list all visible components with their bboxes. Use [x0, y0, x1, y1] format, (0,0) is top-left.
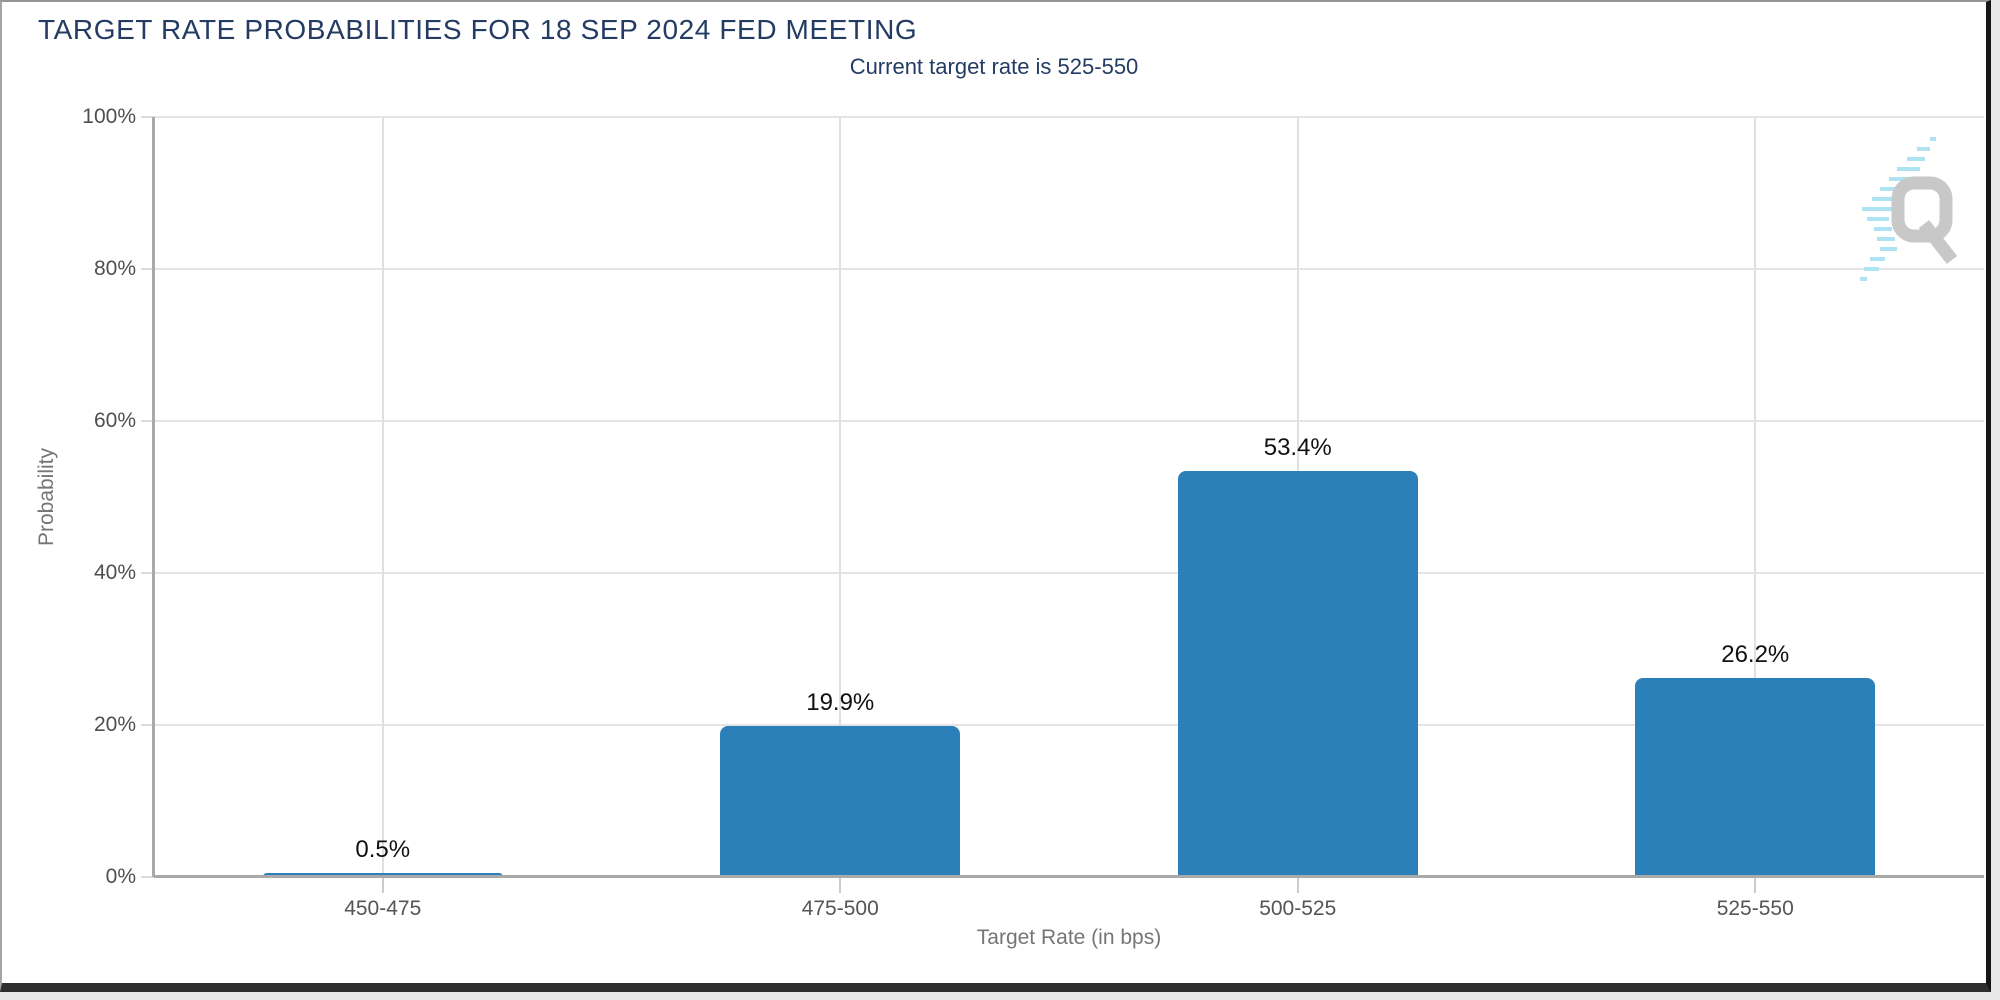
bar-value-label: 0.5%	[355, 836, 411, 863]
y-axis-tick	[141, 116, 154, 118]
x-axis-tick	[381, 878, 384, 893]
chart-area: 0% 20% 40% 60% 80% 100% 450-475 0.5% 475-500 19.9…	[82, 105, 1984, 920]
v-gridline	[839, 117, 842, 877]
x-axis-tick	[1754, 878, 1757, 893]
chart-subtitle: Current target rate is 525-550	[849, 54, 1139, 79]
x-tick-label: 500-525	[1259, 897, 1337, 920]
q-watermark-logo	[1860, 137, 1958, 281]
y-axis-title-wrap: Probability	[32, 382, 62, 612]
x-axis-title: Target Rate (in bps)	[976, 926, 1162, 949]
x-tick-label: 475-500	[801, 897, 879, 920]
y-axis-tick	[141, 572, 154, 574]
bar-500-525	[1177, 471, 1418, 877]
y-tick-label: 80%	[93, 257, 136, 280]
h-gridline	[154, 724, 1984, 726]
y-axis-title: Probability	[35, 447, 58, 547]
v-gridline	[381, 117, 384, 877]
q-logo-stripes	[1860, 137, 1936, 281]
bar-value-label: 19.9%	[806, 688, 875, 716]
x-axis-tick	[1296, 878, 1299, 893]
h-gridline	[154, 268, 1984, 270]
y-axis-tick	[141, 724, 154, 726]
page-title: TARGET RATE PROBABILITIES FOR 18 SEP 202…	[38, 14, 918, 45]
v-gridline	[1754, 117, 1757, 877]
x-tick-label: 450-475	[344, 897, 422, 920]
bar-value-label: 26.2%	[1721, 640, 1790, 668]
h-gridline	[154, 572, 1984, 574]
y-tick-label: 60%	[93, 409, 136, 432]
bar-525-550	[1635, 677, 1876, 877]
y-axis-line	[152, 117, 155, 877]
y-axis-tick	[141, 268, 154, 270]
h-gridline	[154, 420, 1984, 422]
y-tick-label: 40%	[93, 561, 136, 584]
y-tick-label: 100%	[82, 105, 136, 128]
y-axis-tick	[141, 420, 154, 422]
bar-value-label: 53.4%	[1263, 434, 1332, 462]
x-axis-tick	[839, 878, 842, 893]
x-axis-line	[154, 875, 1984, 878]
x-tick-label: 525-550	[1716, 897, 1794, 920]
bar-475-500	[720, 725, 961, 877]
y-tick-label: 20%	[93, 713, 136, 736]
y-tick-label: 0%	[105, 865, 136, 888]
y-axis-tick	[141, 876, 154, 878]
q-logo-letter	[1891, 176, 1958, 264]
h-gridline	[154, 116, 1984, 118]
